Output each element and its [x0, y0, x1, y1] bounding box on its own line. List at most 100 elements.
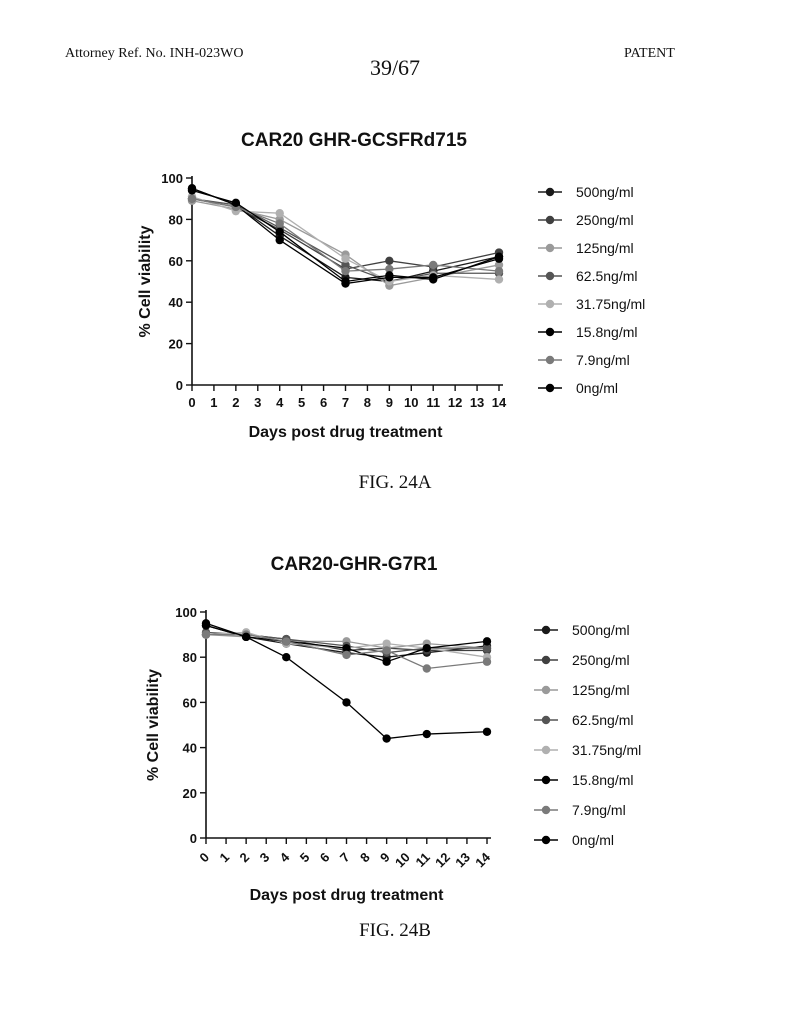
legend-marker: [541, 775, 551, 785]
legend-marker: [545, 327, 555, 337]
data-point: [422, 729, 431, 739]
x-tick-label: 14: [472, 849, 493, 870]
y-tick-label: 80: [183, 650, 197, 665]
legend-label: 15.8ng/ml: [576, 324, 637, 340]
chart-title: CAR20-GHR-G7R1: [271, 554, 438, 575]
attorney-ref: Attorney Ref. No. INH-023WO: [65, 46, 244, 61]
legend-marker: [545, 355, 555, 365]
x-tick-label: 0: [188, 395, 195, 410]
legend-marker: [545, 271, 555, 281]
legend-label: 125ng/ml: [572, 682, 630, 698]
legend-label: 500ng/ml: [572, 622, 630, 638]
x-tick-label: 2: [237, 850, 253, 866]
legend-label: 0ng/ml: [572, 832, 614, 848]
data-point: [385, 256, 394, 265]
legend-label: 62.5ng/ml: [576, 268, 637, 284]
data-point: [382, 639, 391, 648]
data-point: [382, 646, 391, 655]
legend-marker: [545, 383, 555, 393]
data-point: [422, 643, 431, 653]
y-tick-label: 0: [190, 831, 197, 846]
page-number: 39/67: [369, 55, 421, 80]
data-point: [282, 653, 291, 662]
x-axis-label: Days post drug treatment: [250, 887, 444, 904]
y-axis-label: % Cell viability: [145, 669, 162, 781]
data-point: [231, 198, 241, 208]
legend-label: 250ng/ml: [576, 212, 634, 228]
legend-marker: [541, 685, 551, 695]
series-7: [201, 619, 492, 743]
figure-caption-24a: FIG. 24A: [358, 472, 432, 493]
x-tick-label: 6: [317, 850, 333, 866]
y-tick-label: 20: [169, 337, 183, 352]
y-tick-label: 40: [183, 741, 197, 756]
legend-marker: [545, 215, 555, 225]
legend-marker: [541, 805, 551, 815]
y-tick-label: 60: [169, 254, 183, 269]
data-point: [241, 632, 251, 642]
legend-label: 62.5ng/ml: [572, 712, 633, 728]
legend-label: 31.75ng/ml: [576, 296, 645, 312]
x-tick-label: 8: [364, 395, 371, 410]
legend-label: 15.8ng/ml: [572, 772, 633, 788]
legend-label: 7.9ng/ml: [576, 352, 630, 368]
data-point: [201, 630, 211, 639]
x-tick-label: 3: [254, 395, 261, 410]
figure-caption-24b: FIG. 24B: [359, 920, 431, 941]
y-tick-label: 40: [169, 295, 183, 310]
y-tick-label: 100: [161, 171, 183, 186]
data-point: [342, 698, 351, 707]
data-point: [341, 277, 350, 286]
x-tick-label: 0: [196, 850, 212, 866]
data-point: [382, 657, 391, 666]
data-point: [187, 194, 197, 203]
legend-label: 31.75ng/ml: [572, 742, 641, 758]
data-point: [341, 266, 350, 276]
data-point: [494, 275, 504, 284]
x-tick-label: 14: [492, 395, 507, 410]
legend-marker: [541, 835, 551, 845]
y-tick-label: 80: [169, 212, 183, 227]
legend-label: 250ng/ml: [572, 652, 630, 668]
legend-marker: [545, 299, 555, 309]
x-tick-label: 9: [386, 395, 393, 410]
x-tick-label: 4: [276, 395, 284, 410]
data-point: [275, 235, 284, 245]
x-tick-label: 12: [448, 395, 462, 410]
x-tick-label: 7: [337, 850, 353, 866]
x-tick-label: 7: [342, 395, 349, 410]
x-tick-label: 11: [413, 850, 433, 870]
data-point: [482, 657, 492, 666]
x-tick-label: 6: [320, 395, 327, 410]
x-tick-label: 8: [357, 850, 373, 866]
x-tick-label: 9: [377, 850, 393, 866]
data-point: [341, 260, 350, 270]
x-tick-label: 12: [432, 850, 453, 871]
data-point: [342, 650, 351, 660]
legend-marker: [541, 715, 551, 725]
data-point: [494, 252, 504, 261]
x-tick-label: 5: [297, 850, 313, 866]
legend-marker: [545, 243, 555, 253]
legend-label: 0ng/ml: [576, 380, 618, 396]
data-point: [494, 260, 504, 270]
y-axis-label: % Cell viability: [137, 225, 154, 337]
data-point: [201, 619, 211, 628]
legend-label: 7.9ng/ml: [572, 802, 626, 818]
legend-marker: [541, 625, 551, 635]
legend-label: 500ng/ml: [576, 184, 634, 200]
data-point: [422, 664, 431, 673]
x-tick-label: 2: [232, 395, 239, 410]
data-point: [341, 254, 350, 263]
y-tick-label: 100: [175, 605, 197, 620]
data-point: [187, 186, 197, 195]
chart-title: CAR20 GHR-GCSFRd715: [241, 130, 467, 151]
legend-marker: [545, 187, 555, 197]
y-tick-label: 60: [183, 695, 197, 710]
data-point: [342, 643, 351, 653]
legend-label: 125ng/ml: [576, 240, 634, 256]
data-point: [385, 271, 394, 280]
x-tick-label: 3: [257, 850, 273, 866]
